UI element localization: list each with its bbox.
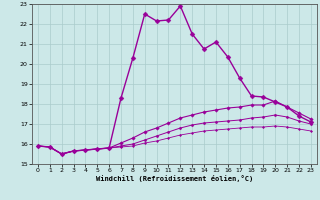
X-axis label: Windchill (Refroidissement éolien,°C): Windchill (Refroidissement éolien,°C) xyxy=(96,175,253,182)
